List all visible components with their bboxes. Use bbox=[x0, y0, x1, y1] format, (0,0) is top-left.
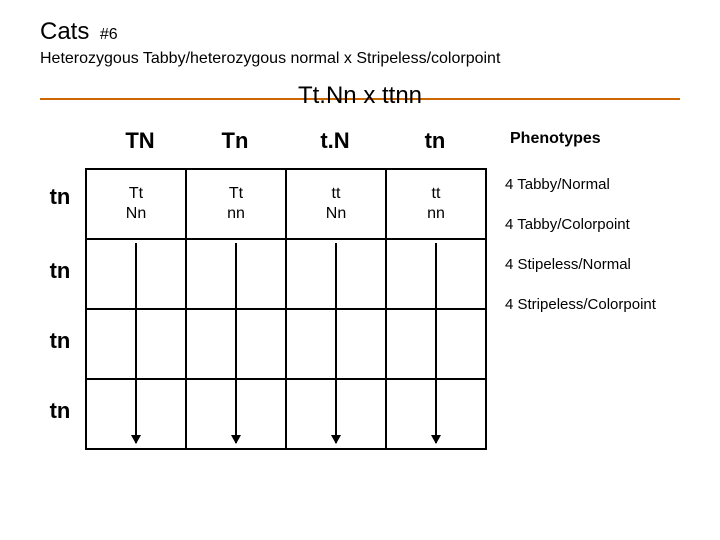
phenotype-item: 4 Tabby/Colorpoint bbox=[505, 216, 656, 234]
arrow-down-icon bbox=[135, 243, 137, 443]
arrow-down-icon bbox=[435, 243, 437, 443]
col-header: t.N bbox=[290, 128, 380, 154]
title-row: Cats #6 bbox=[0, 0, 720, 46]
phenotype-item: 4 Tabby/Normal bbox=[505, 176, 656, 194]
table-row bbox=[86, 379, 486, 449]
table-row bbox=[86, 239, 486, 309]
cross-label: Tt.Nn x ttnn bbox=[0, 82, 720, 110]
phenotype-item: 4 Stipeless/Normal bbox=[505, 256, 656, 274]
table-row bbox=[86, 309, 486, 379]
row-header: tn bbox=[40, 184, 80, 210]
table-row: TtNn Ttnn ttNn ttnn bbox=[86, 169, 486, 239]
subtitle: Heterozygous Tabby/heterozygous normal x… bbox=[0, 46, 720, 68]
row-header: tn bbox=[40, 398, 80, 424]
cell: Ttnn bbox=[186, 169, 286, 239]
phenotype-item: 4 Stripeless/Colorpoint bbox=[505, 296, 656, 314]
row-header: tn bbox=[40, 258, 80, 284]
arrow-down-icon bbox=[335, 243, 337, 443]
cell: ttNn bbox=[286, 169, 386, 239]
arrow-down-icon bbox=[235, 243, 237, 443]
col-header: Tn bbox=[190, 128, 280, 154]
page-title-num: #6 bbox=[100, 26, 118, 43]
punnett-grid: TtNn Ttnn ttNn ttnn bbox=[85, 168, 487, 450]
col-header: tn bbox=[390, 128, 480, 154]
row-header: tn bbox=[40, 328, 80, 354]
phenotypes-header: Phenotypes bbox=[510, 130, 601, 148]
page-title: Cats bbox=[40, 18, 89, 45]
cell: ttnn bbox=[386, 169, 486, 239]
phenotype-list: 4 Tabby/Normal 4 Tabby/Colorpoint 4 Stip… bbox=[505, 176, 656, 336]
col-header: TN bbox=[95, 128, 185, 154]
cell: TtNn bbox=[86, 169, 186, 239]
